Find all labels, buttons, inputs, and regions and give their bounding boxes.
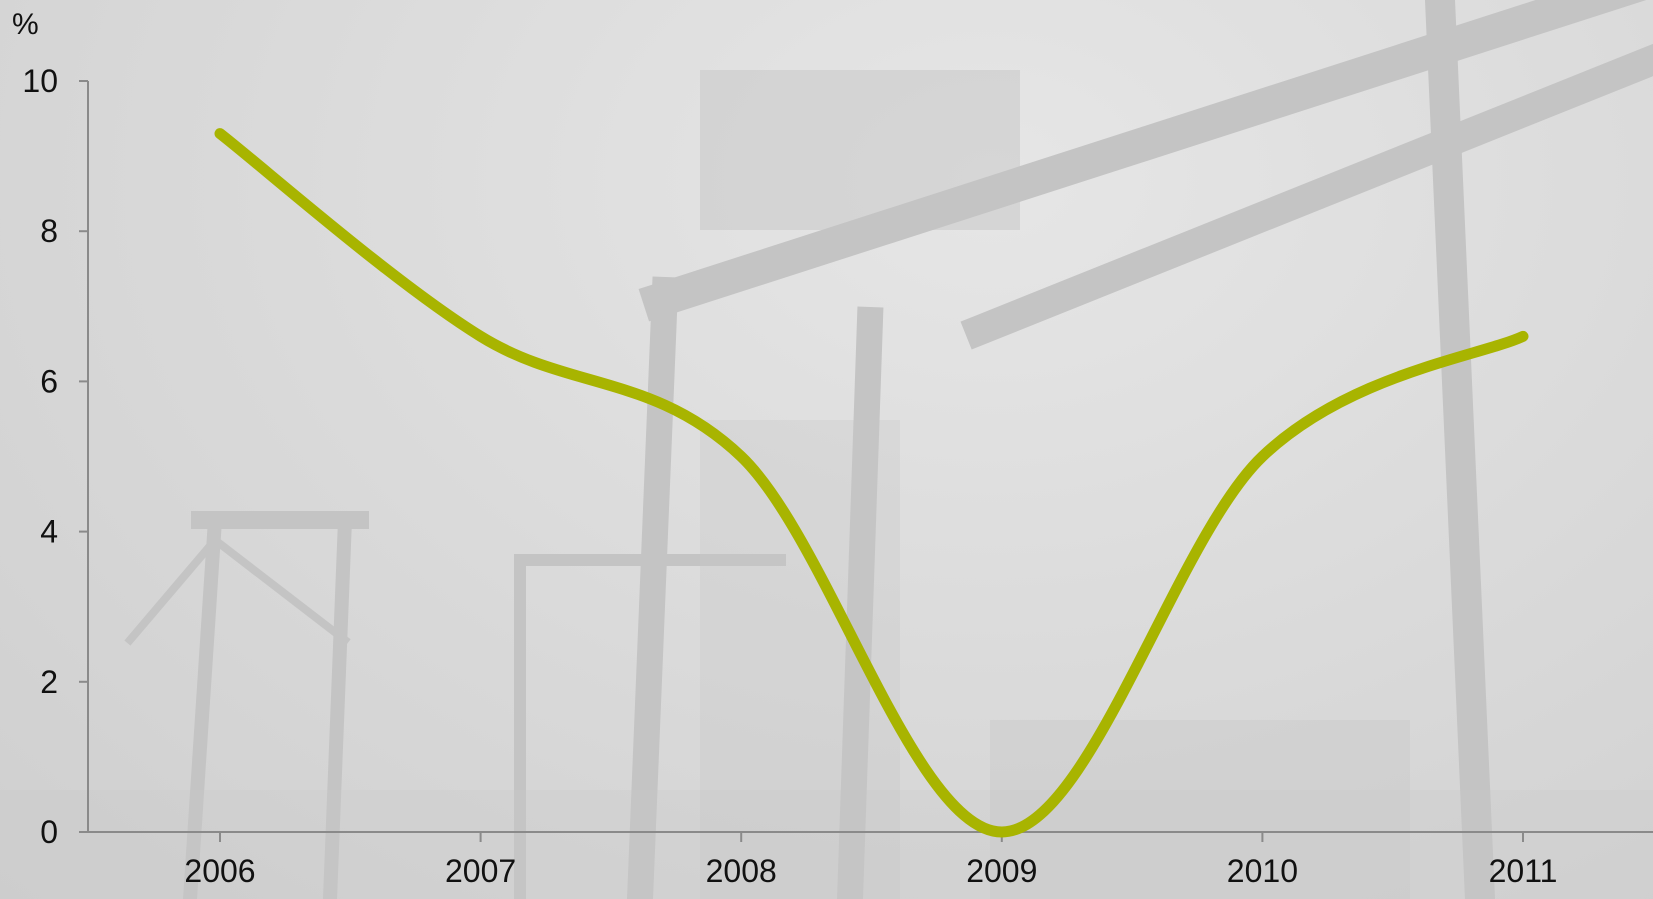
series-point [996,827,1007,837]
series-point [475,331,486,342]
x-tick-label: 2008 [706,853,777,889]
y-axis-ticks: 0 2 4 6 8 10 [22,63,88,850]
x-tick-label: 2007 [445,853,516,889]
x-tick-label: 2006 [184,853,255,889]
y-tick-label: 4 [40,514,58,550]
x-axis-ticks: 2006 2007 2008 2009 2010 2011 [184,832,1557,889]
x-tick-label: 2010 [1227,853,1298,889]
y-tick-label: 0 [40,814,58,850]
y-tick-label: 8 [40,213,58,249]
x-tick-label: 2011 [1489,853,1558,889]
y-tick-label: 2 [40,664,58,700]
series-point [736,451,747,462]
series-point [1518,331,1528,342]
series-point [215,128,225,139]
series-point [1257,451,1268,462]
x-tick-label: 2009 [966,853,1037,889]
y-axis-unit-label: % [12,8,39,41]
series-line [214,128,1529,838]
y-tick-label: 6 [40,363,58,399]
y-tick-label: 10 [22,63,58,99]
